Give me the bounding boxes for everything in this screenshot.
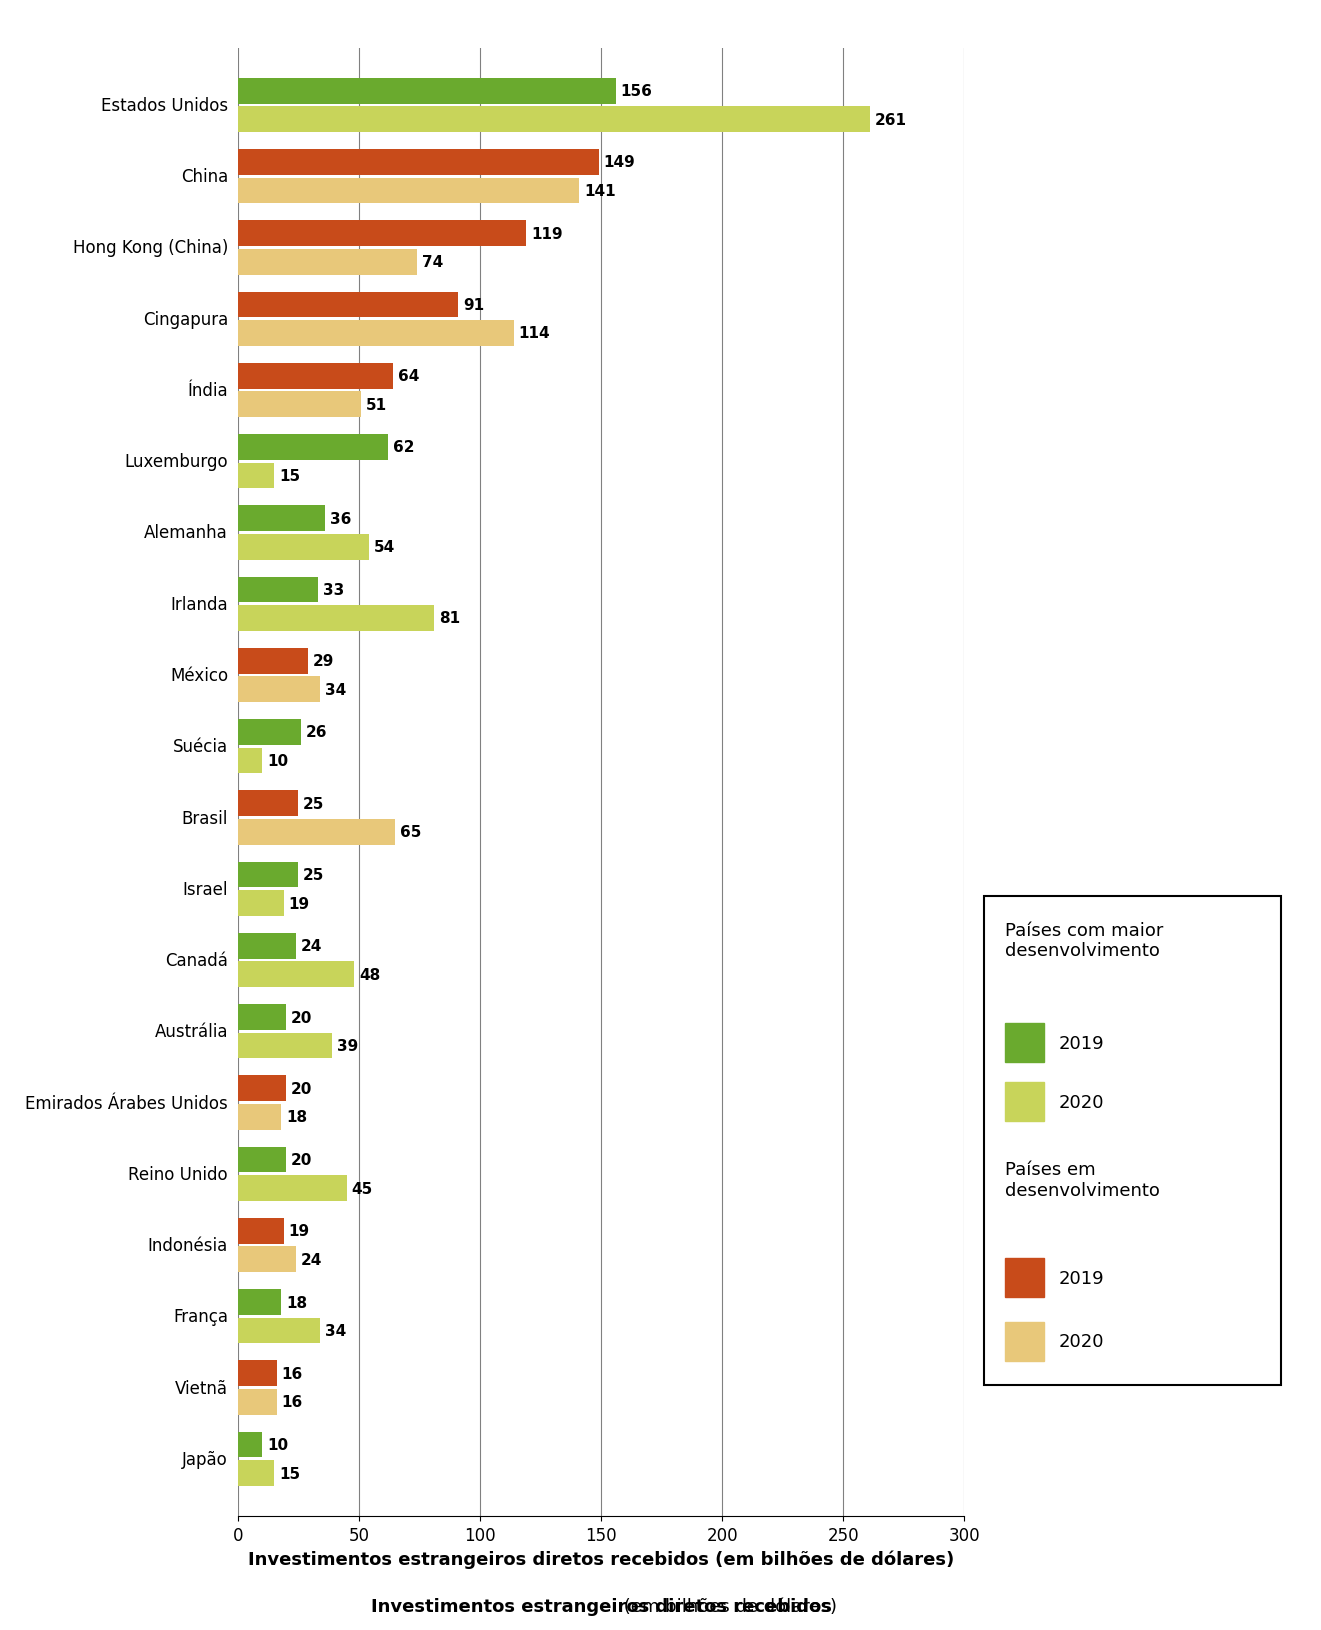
Bar: [238, 820, 395, 844]
Bar: [238, 862, 299, 888]
Text: 2020: 2020: [1058, 1332, 1104, 1351]
Bar: [238, 676, 320, 703]
Text: 20: 20: [291, 1152, 313, 1167]
Text: 24: 24: [301, 939, 322, 954]
Bar: [238, 748, 262, 774]
Bar: [238, 463, 275, 489]
Text: 29: 29: [313, 654, 334, 668]
Bar: [238, 249, 417, 275]
Bar: [238, 108, 869, 134]
Text: 62: 62: [392, 440, 415, 455]
Text: 19: 19: [289, 897, 309, 911]
Bar: [238, 1361, 276, 1386]
Text: 156: 156: [621, 85, 653, 99]
Bar: [238, 1218, 284, 1244]
Bar: [238, 321, 514, 347]
Text: 2019: 2019: [1058, 1033, 1104, 1053]
Bar: [238, 1389, 276, 1415]
Bar: [238, 222, 526, 246]
Bar: [1005, 1258, 1044, 1297]
Text: 25: 25: [303, 867, 325, 882]
Bar: [238, 649, 308, 675]
Text: 16: 16: [281, 1394, 303, 1410]
Text: 10: 10: [267, 1438, 288, 1452]
Bar: [238, 535, 369, 561]
Bar: [238, 934, 296, 958]
Bar: [1005, 1024, 1044, 1063]
Text: 54: 54: [374, 540, 395, 554]
Bar: [238, 363, 392, 390]
Bar: [238, 606, 433, 631]
Bar: [238, 1289, 281, 1315]
Text: 51: 51: [366, 398, 387, 412]
Text: Investimentos estrangeiros diretos recebidos: Investimentos estrangeiros diretos receb…: [371, 1597, 831, 1615]
Text: 34: 34: [325, 683, 346, 698]
Text: 18: 18: [287, 1294, 308, 1311]
Bar: [238, 962, 354, 988]
Text: Países em
desenvolvimento: Países em desenvolvimento: [1005, 1161, 1160, 1200]
Bar: [238, 150, 598, 176]
Text: 114: 114: [519, 326, 551, 341]
Bar: [238, 179, 579, 204]
Bar: [238, 890, 284, 916]
Text: 25: 25: [303, 797, 325, 812]
Text: 15: 15: [279, 469, 300, 484]
Bar: [238, 1076, 287, 1102]
Bar: [238, 1148, 287, 1172]
Bar: [238, 1104, 281, 1130]
FancyBboxPatch shape: [984, 897, 1281, 1386]
Text: 91: 91: [462, 298, 483, 313]
Text: 19: 19: [289, 1224, 309, 1239]
Text: 33: 33: [322, 582, 343, 598]
Bar: [238, 1175, 346, 1201]
Text: 18: 18: [287, 1110, 308, 1125]
Text: 119: 119: [531, 227, 563, 241]
Text: (em bilhões de dólares): (em bilhões de dólares): [365, 1597, 838, 1615]
Text: 20: 20: [291, 1011, 313, 1025]
Text: 65: 65: [400, 825, 421, 839]
Bar: [238, 720, 301, 745]
Bar: [238, 1319, 320, 1343]
Bar: [1005, 1082, 1044, 1121]
Text: 24: 24: [301, 1252, 322, 1267]
Text: 261: 261: [875, 112, 906, 127]
Text: 16: 16: [281, 1366, 303, 1381]
Text: 26: 26: [305, 725, 328, 740]
Bar: [238, 393, 362, 417]
Text: 20: 20: [291, 1081, 313, 1095]
Text: Países com maior
desenvolvimento: Países com maior desenvolvimento: [1005, 921, 1164, 960]
Bar: [238, 1460, 275, 1487]
Text: 2019: 2019: [1058, 1268, 1104, 1288]
Bar: [238, 791, 299, 817]
X-axis label: Investimentos estrangeiros diretos recebidos (em bilhões de dólares): Investimentos estrangeiros diretos receb…: [248, 1548, 954, 1568]
Text: 45: 45: [351, 1180, 373, 1196]
Bar: [238, 78, 616, 104]
Text: 48: 48: [359, 967, 380, 983]
Text: 39: 39: [337, 1038, 358, 1053]
Text: 64: 64: [398, 368, 419, 385]
Bar: [238, 292, 458, 318]
Bar: [238, 1431, 262, 1457]
Bar: [238, 1247, 296, 1273]
Bar: [238, 505, 325, 531]
Text: 15: 15: [279, 1465, 300, 1480]
Bar: [238, 577, 318, 603]
Text: 149: 149: [604, 155, 635, 171]
Bar: [238, 435, 388, 461]
Bar: [238, 1033, 333, 1060]
Text: 141: 141: [584, 184, 616, 199]
Text: 74: 74: [421, 254, 443, 271]
Text: 10: 10: [267, 753, 288, 768]
Text: 2020: 2020: [1058, 1092, 1104, 1112]
Bar: [1005, 1322, 1044, 1361]
Text: 34: 34: [325, 1324, 346, 1338]
Bar: [238, 1004, 287, 1030]
Text: 36: 36: [330, 512, 351, 526]
Text: 81: 81: [439, 611, 460, 626]
